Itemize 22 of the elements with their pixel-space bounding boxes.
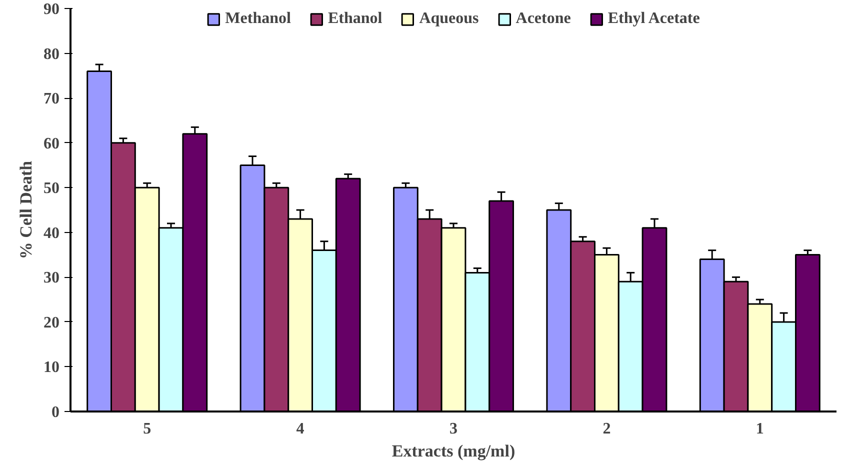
x-axis-title: Extracts (mg/ml) [392,442,516,460]
y-tick-label: 20 [44,314,60,332]
x-tick-label: 3 [450,420,458,438]
y-tick-label: 0 [52,404,60,421]
legend-label: Acetone [516,10,571,28]
y-tick-label: 50 [44,180,60,198]
legend-label: Aqueous [419,10,479,28]
x-tick-label: 4 [296,420,304,438]
y-tick-label: 90 [44,1,60,18]
legend-label: Ethyl Acetate [608,10,700,28]
y-tick-label: 70 [44,90,60,108]
y-tick-label: 10 [44,359,60,376]
y-tick-label: 30 [44,270,60,287]
y-axis-title: % Cell Death [16,160,36,260]
legend-label: Methanol [225,10,291,28]
x-tick-label: 1 [756,420,764,438]
y-tick-label: 40 [44,224,60,242]
legend-label: Ethanol [328,10,382,28]
x-tick-label: 5 [143,420,152,438]
y-tick-label: 60 [44,135,60,152]
y-tick-label: 80 [44,46,60,63]
x-tick-label: 2 [602,420,611,438]
